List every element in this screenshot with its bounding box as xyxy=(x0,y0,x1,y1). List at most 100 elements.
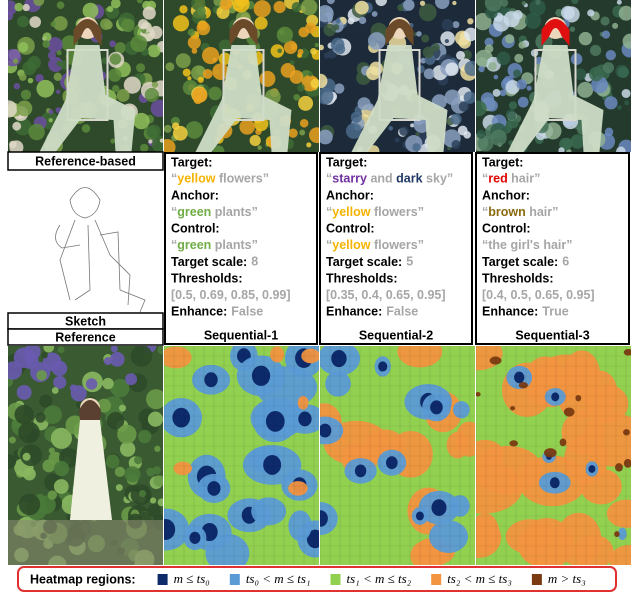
foliage xyxy=(617,105,622,110)
foliage xyxy=(388,125,394,131)
foliage xyxy=(35,412,46,423)
value-segment: “ xyxy=(482,172,488,186)
heat-region xyxy=(476,460,523,514)
field-label: Control: xyxy=(171,222,220,236)
foliage xyxy=(119,441,136,457)
foliage xyxy=(130,346,153,367)
legend-swatch xyxy=(431,574,442,585)
heat-region xyxy=(509,440,518,447)
field-label: Target scale: xyxy=(326,255,402,269)
foliage xyxy=(288,128,298,138)
legend-swatch xyxy=(330,574,341,585)
foliage xyxy=(154,445,161,452)
heat-region xyxy=(430,400,443,415)
value-segment: hair” xyxy=(508,172,541,186)
foliage xyxy=(504,34,515,44)
field-label: Thresholds: xyxy=(171,271,243,285)
foliage xyxy=(14,2,24,12)
foliage xyxy=(138,429,152,444)
foliage xyxy=(451,139,461,150)
sketch-line xyxy=(99,231,121,291)
foliage xyxy=(299,129,306,136)
heat-region xyxy=(164,346,192,369)
foliage xyxy=(450,113,462,125)
heat-region xyxy=(301,348,319,364)
foliage xyxy=(464,27,475,42)
foliage xyxy=(283,40,298,55)
sketch-bg xyxy=(8,170,163,313)
foliage xyxy=(589,44,602,57)
foliage xyxy=(202,46,220,65)
foliage xyxy=(490,129,507,146)
foliage xyxy=(109,53,122,65)
value-segment: [0.5, 0.69, 0.85, 0.99] xyxy=(171,288,291,302)
foliage xyxy=(187,28,195,36)
figure-body xyxy=(351,45,448,152)
value-segment: yellow xyxy=(177,172,215,186)
field-value: [0.35, 0.4, 0.65, 0.95] xyxy=(326,288,446,302)
foliage xyxy=(218,52,232,65)
foliage xyxy=(270,44,285,58)
foliage xyxy=(249,134,261,147)
foliage xyxy=(412,143,421,152)
foliage xyxy=(367,32,386,50)
heat-region xyxy=(623,429,630,436)
foliage xyxy=(39,394,53,408)
field-label: Enhance: xyxy=(171,305,227,319)
field-label: Target: xyxy=(326,155,367,169)
foliage xyxy=(605,49,616,61)
foliage xyxy=(20,89,32,100)
figure-hair xyxy=(79,400,101,420)
value-segment: green xyxy=(177,205,211,219)
foliage xyxy=(297,83,305,92)
foliage xyxy=(616,146,626,152)
foliage xyxy=(69,384,78,392)
foliage xyxy=(558,147,565,152)
foliage xyxy=(521,0,526,6)
foliage xyxy=(477,57,488,68)
heat-region xyxy=(489,356,502,365)
foliage xyxy=(335,18,341,24)
foliage xyxy=(48,56,64,72)
foliage xyxy=(458,101,470,112)
foliage xyxy=(159,138,163,143)
foliage xyxy=(157,498,163,507)
legend-label: m > ts₃ xyxy=(548,571,586,586)
field-value: True xyxy=(542,305,568,319)
reference-image xyxy=(8,346,163,565)
value-segment: plants” xyxy=(211,205,258,219)
foliage xyxy=(142,6,156,20)
foliage xyxy=(50,21,56,27)
panel xyxy=(319,152,473,345)
foliage xyxy=(97,398,111,413)
heat-region xyxy=(431,499,447,516)
value-segment: red xyxy=(488,172,507,186)
foliage xyxy=(431,43,440,52)
foliage xyxy=(125,373,138,386)
foliage xyxy=(507,117,519,129)
foliage xyxy=(8,10,14,21)
foliage xyxy=(116,89,130,102)
value-segment: “ xyxy=(171,238,177,252)
foliage xyxy=(191,65,207,81)
foliage xyxy=(109,40,117,48)
foliage xyxy=(85,378,98,390)
heat-region xyxy=(588,465,596,473)
foliage xyxy=(53,479,69,494)
foliage xyxy=(604,96,618,110)
heat-region xyxy=(172,407,191,428)
foliage xyxy=(513,69,521,78)
foliage xyxy=(153,475,163,487)
foliage xyxy=(110,0,121,9)
heat-region xyxy=(320,502,338,535)
foliage xyxy=(53,375,67,389)
field-value: “yellow flowers” xyxy=(326,205,424,219)
field-label: Anchor: xyxy=(326,188,374,202)
value-segment: [0.35, 0.4, 0.65, 0.95] xyxy=(326,288,446,302)
foliage xyxy=(345,123,362,139)
foliage xyxy=(108,68,122,82)
value-segment: brown xyxy=(488,205,526,219)
heat-region xyxy=(378,361,388,372)
foliage xyxy=(526,85,532,91)
foliage xyxy=(13,82,21,90)
